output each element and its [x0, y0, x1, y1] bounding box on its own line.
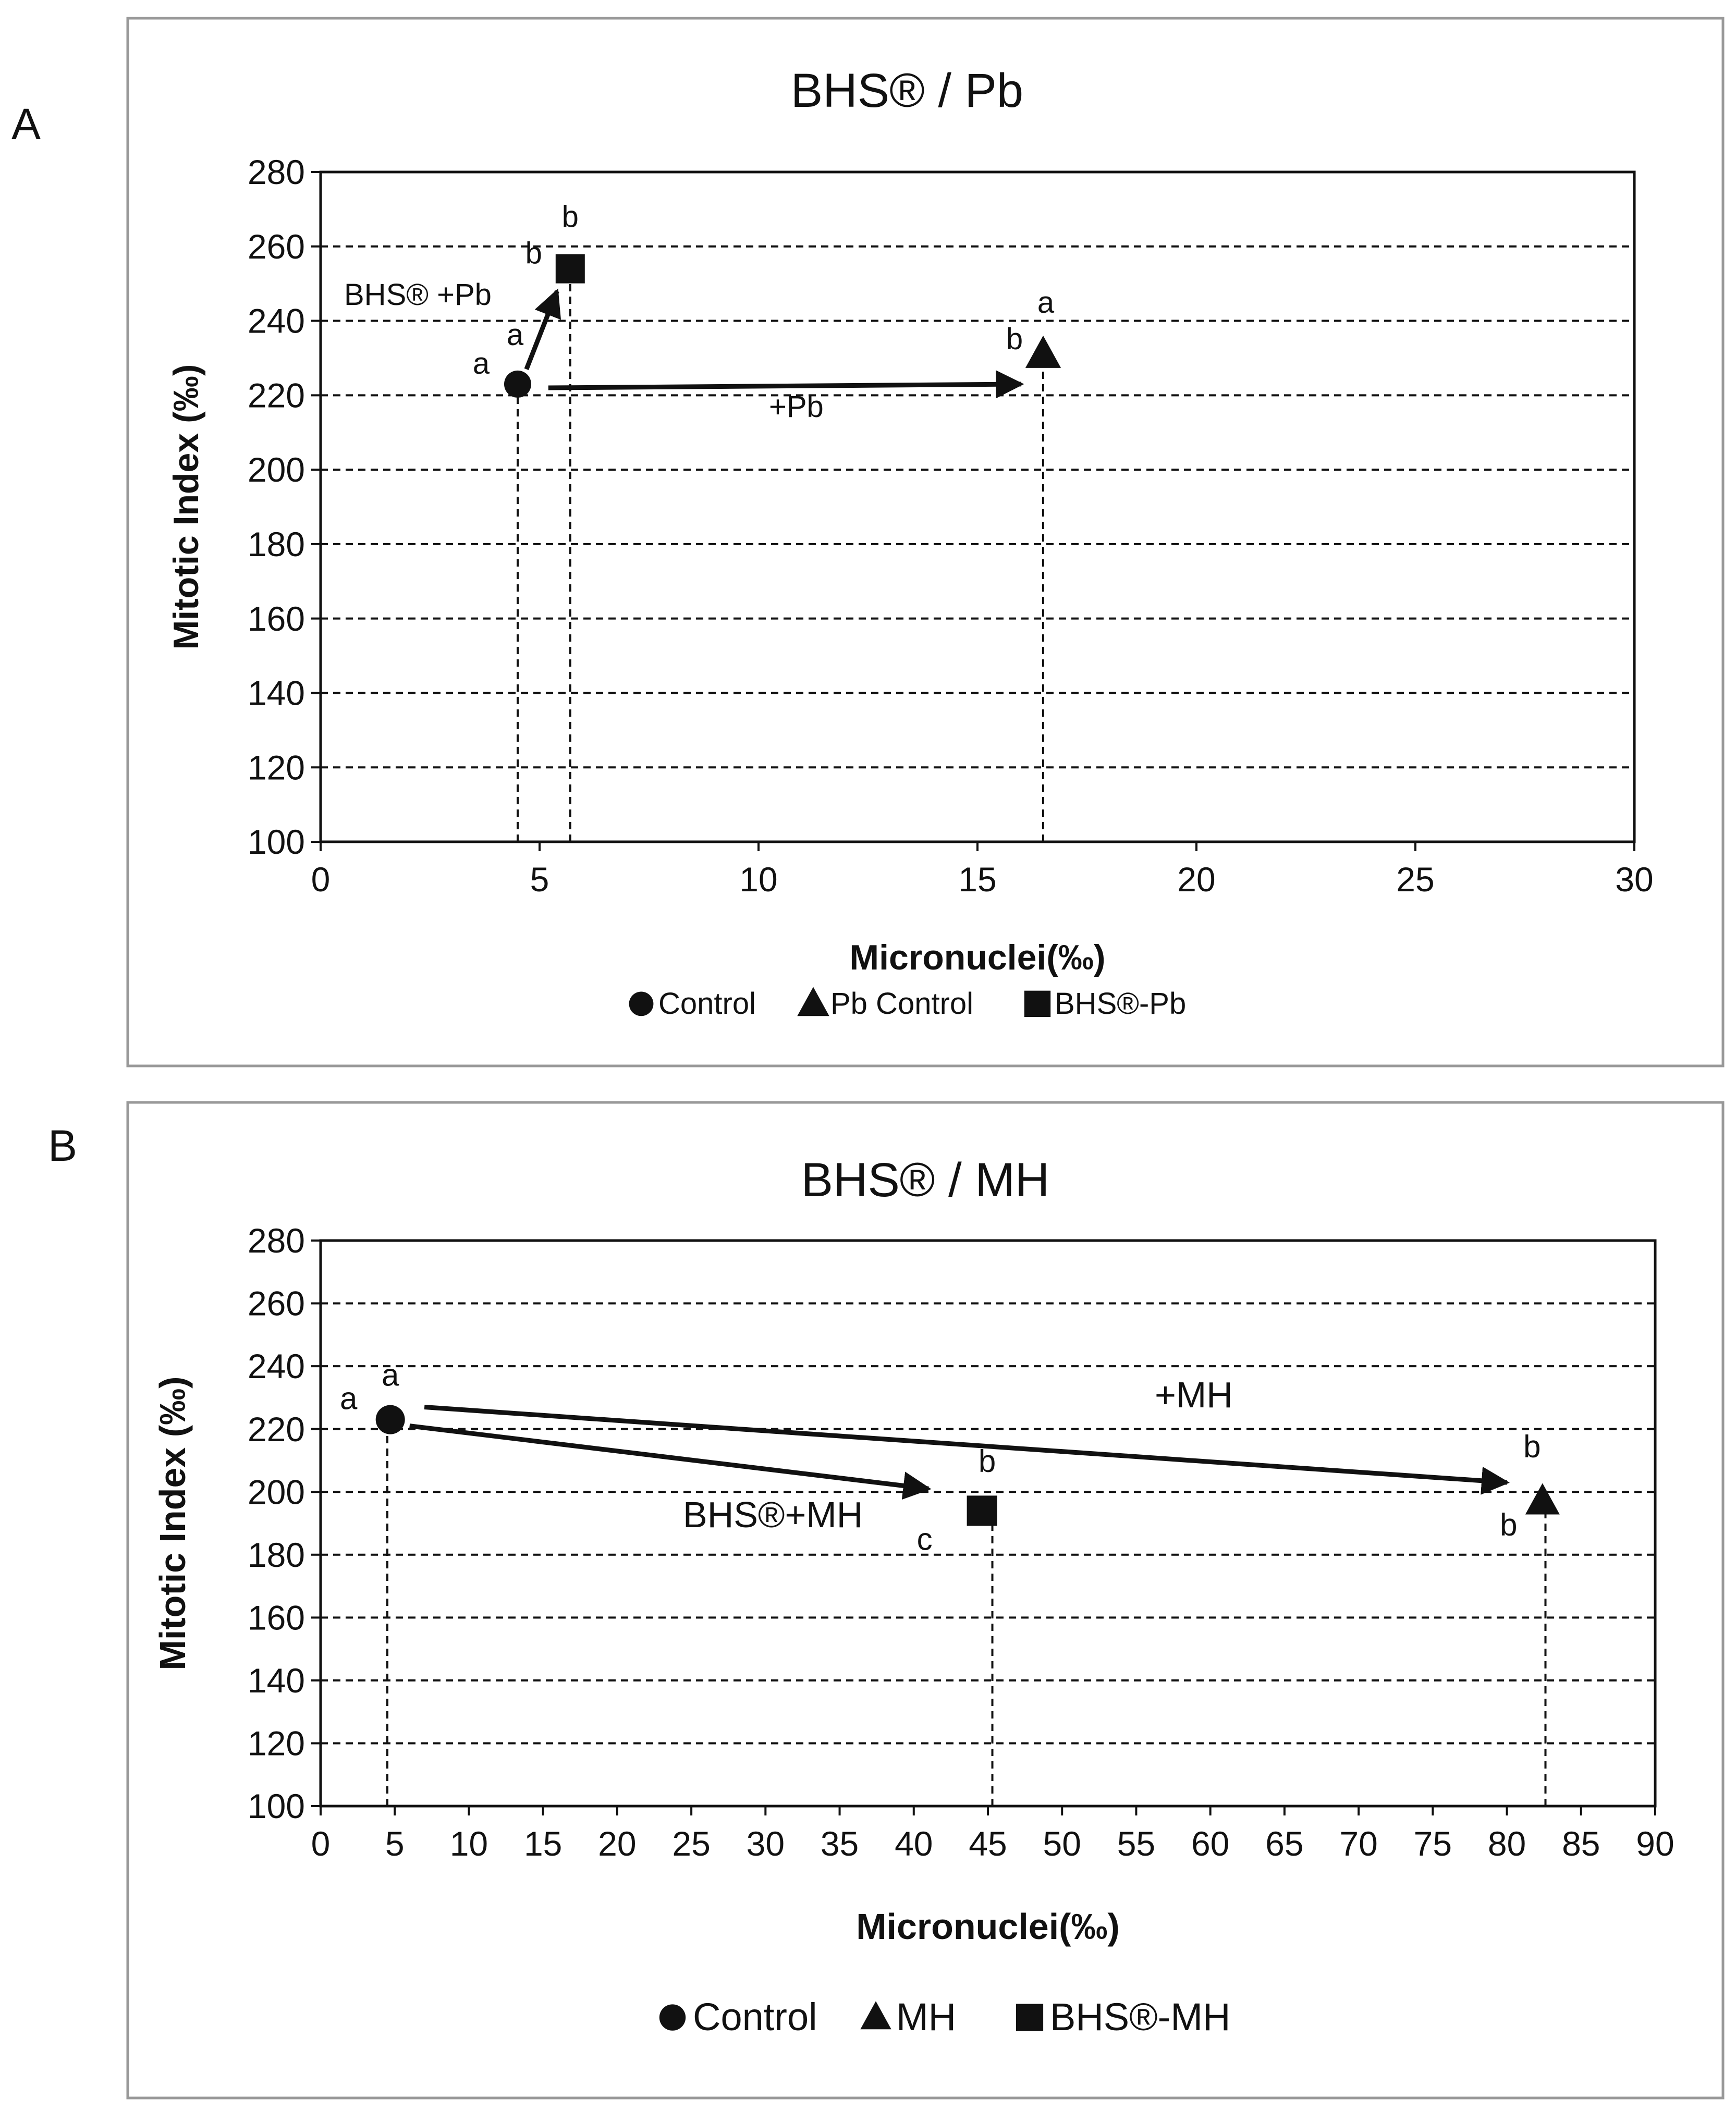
significance-letter: b [1006, 322, 1023, 356]
x-tick-label: 50 [1043, 1824, 1081, 1863]
significance-letter: b [1523, 1429, 1541, 1464]
chart-title: BHS® / Pb [791, 64, 1023, 117]
y-tick-label: 220 [248, 376, 305, 414]
y-tick-label: 160 [248, 599, 305, 638]
significance-letter: a [507, 318, 524, 352]
data-point-square [967, 1495, 997, 1526]
x-tick-label: 65 [1265, 1824, 1303, 1863]
x-tick-label: 70 [1339, 1824, 1377, 1863]
y-axis-label: Mitotic Index (‰) [152, 1377, 193, 1671]
panel-letter-a: A [11, 100, 41, 149]
y-tick-label: 200 [248, 1472, 305, 1511]
x-tick-label: 40 [895, 1824, 933, 1863]
x-tick-label: 10 [739, 860, 777, 899]
arrow [548, 370, 1024, 399]
x-tick-label: 10 [450, 1824, 488, 1863]
significance-letter: c [917, 1521, 933, 1556]
x-tick-label: 20 [598, 1824, 636, 1863]
legend-label: Pb Control [830, 987, 973, 1021]
x-tick-label: 45 [969, 1824, 1007, 1863]
x-tick-label: 35 [821, 1824, 859, 1863]
y-tick-label: 260 [248, 227, 305, 266]
x-tick-label: 0 [311, 1824, 331, 1863]
arrow-label: BHS®+MH [683, 1494, 863, 1535]
arrow [424, 1404, 1510, 1495]
x-tick-label: 30 [1615, 860, 1653, 899]
y-tick-label: 140 [248, 674, 305, 713]
y-tick-label: 180 [248, 1536, 305, 1574]
x-tick-label: 15 [524, 1824, 562, 1863]
legend-marker-square [1024, 990, 1051, 1017]
x-tick-label: 80 [1488, 1824, 1526, 1863]
significance-letter: a [473, 347, 490, 381]
legend-marker-triangle [860, 2001, 891, 2030]
arrow-label: +Pb [769, 390, 824, 424]
significance-letter: b [979, 1443, 996, 1478]
legend-label: Control [658, 987, 756, 1021]
y-tick-label: 140 [248, 1661, 305, 1700]
x-tick-label: 90 [1636, 1824, 1674, 1863]
y-tick-label: 220 [248, 1410, 305, 1449]
arrow-label: +MH [1155, 1374, 1233, 1415]
significance-letter: b [1500, 1507, 1517, 1542]
y-tick-label: 120 [248, 748, 305, 787]
panel-letter-b: B [48, 1121, 78, 1170]
y-tick-label: 100 [248, 1787, 305, 1825]
x-tick-label: 5 [530, 860, 549, 899]
legend-label: Control [693, 1995, 817, 2039]
y-tick-label: 280 [248, 153, 305, 191]
y-tick-label: 180 [248, 525, 305, 563]
x-tick-label: 55 [1117, 1824, 1155, 1863]
chart-b: BHS® / MH 100 120 140 160 180 200 220 240 260 280 0… [152, 1153, 1674, 2039]
x-tick-label: 20 [1177, 860, 1215, 899]
significance-letter: b [525, 237, 542, 271]
chart-a: BHS® / Pb 100 120 140 160 180 200 220 240 260 280 0… [166, 64, 1654, 1021]
legend-label: BHS®-MH [1050, 1995, 1230, 2039]
legend-marker-circle [629, 991, 654, 1016]
x-axis-label: Micronuclei(‰) [856, 1906, 1120, 1947]
significance-letter: a [340, 1381, 358, 1416]
arrow-label: BHS® +Pb [344, 278, 492, 312]
legend-label: MH [896, 1995, 956, 2039]
y-tick-label: 240 [248, 1347, 305, 1385]
y-axis-label: Mitotic Index (‰) [166, 364, 206, 650]
x-tick-label: 15 [958, 860, 996, 899]
arrow [524, 288, 561, 371]
x-tick-label: 75 [1414, 1824, 1452, 1863]
x-tick-label: 5 [385, 1824, 405, 1863]
legend-label: BHS®-Pb [1055, 987, 1186, 1021]
legend-marker-circle [659, 2004, 686, 2031]
y-tick-label: 280 [248, 1221, 305, 1260]
significance-letter: a [382, 1358, 399, 1393]
y-tick-label: 160 [248, 1598, 305, 1637]
x-tick-label: 25 [1396, 860, 1434, 899]
chart-title: BHS® / MH [801, 1153, 1050, 1207]
data-point-triangle [1025, 335, 1061, 368]
arrow [409, 1423, 932, 1500]
x-tick-label: 30 [747, 1824, 785, 1863]
y-tick-label: 240 [248, 302, 305, 340]
significance-letter: b [562, 200, 579, 234]
x-tick-label: 85 [1562, 1824, 1600, 1863]
data-point-circle [375, 1405, 405, 1434]
data-point-circle [504, 370, 531, 398]
y-tick-label: 120 [248, 1724, 305, 1763]
x-tick-label: 25 [672, 1824, 710, 1863]
data-point-triangle [1525, 1483, 1560, 1515]
x-tick-label: 0 [311, 860, 331, 899]
panel-a-frame [126, 17, 1725, 1067]
panel-b-frame [126, 1101, 1725, 2100]
x-axis-label: Micronuclei(‰) [849, 938, 1105, 977]
y-tick-label: 200 [248, 450, 305, 489]
significance-letter: a [1037, 286, 1055, 320]
y-tick-label: 260 [248, 1284, 305, 1323]
y-tick-label: 100 [248, 823, 305, 861]
legend-marker-square [1016, 2004, 1044, 2031]
x-tick-label: 60 [1191, 1824, 1229, 1863]
data-point-square [555, 254, 585, 284]
legend-marker-triangle [797, 987, 829, 1016]
